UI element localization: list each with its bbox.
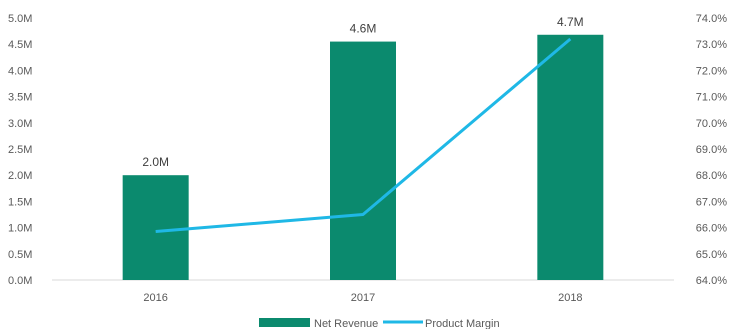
right-tick-label: 65.0% (696, 249, 727, 261)
right-tick-label: 74.0% (696, 13, 727, 25)
right-tick-label: 67.0% (696, 196, 727, 208)
legend: Net Revenue Product Margin (259, 318, 500, 329)
right-tick-label: 73.0% (696, 39, 727, 51)
x-tick-label: 2017 (351, 292, 375, 304)
right-tick-label: 71.0% (696, 92, 727, 104)
x-tick-label: 2018 (558, 292, 582, 304)
product-margin-line (155, 37, 572, 234)
right-tick-label: 66.0% (696, 223, 727, 235)
left-tick-label: 4.5M (8, 39, 32, 51)
bar-2018 (537, 34, 604, 280)
right-tick-label: 68.0% (696, 170, 727, 182)
left-tick-label: 1.5M (8, 196, 32, 208)
left-tick-label: 0.5M (8, 249, 32, 261)
left-tick-label: 5.0M (8, 13, 32, 25)
right-tick-label: 70.0% (696, 118, 727, 130)
right-axis-ticks: 64.0% 65.0% 66.0% 67.0% 68.0% 69.0% 70.0% 71.0%… (696, 13, 727, 287)
bar-series (122, 34, 604, 280)
left-tick-label: 3.0M (8, 118, 32, 130)
right-tick-label: 69.0% (696, 144, 727, 156)
left-tick-label: 3.5M (8, 92, 32, 104)
left-axis-ticks: 0.0M 0.5M 1.0M 1.5M 2.0M 2.5M 3.0M 3.5M 4.0M 4.5M… (8, 13, 32, 287)
left-tick-label: 1.0M (8, 223, 32, 235)
bar-data-label: 2.0M (142, 155, 169, 169)
x-tick-label: 2016 (143, 292, 167, 304)
right-tick-label: 64.0% (696, 275, 727, 287)
x-axis-ticks: 2016 2017 2018 (143, 292, 582, 304)
bar-2016 (122, 175, 189, 280)
left-tick-label: 2.0M (8, 170, 32, 182)
bar-2017 (330, 41, 396, 280)
left-tick-label: 2.5M (8, 144, 32, 156)
legend-label-product-margin: Product Margin (425, 318, 500, 329)
left-tick-label: 4.0M (8, 65, 32, 77)
right-tick-label: 72.0% (696, 65, 727, 77)
legend-label-net-revenue: Net Revenue (314, 318, 378, 329)
bar-data-labels: 2.0M 4.6M 4.7M (142, 15, 583, 169)
legend-swatch-net-revenue (259, 318, 310, 327)
left-tick-label: 0.0M (8, 275, 32, 287)
bar-data-label: 4.6M (350, 22, 377, 36)
bar-data-label: 4.7M (557, 15, 584, 29)
